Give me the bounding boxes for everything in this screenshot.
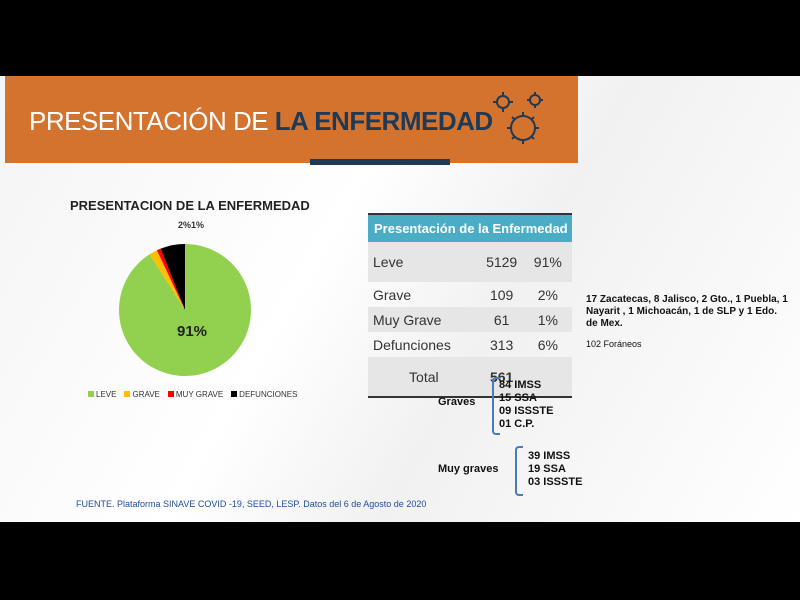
title-underline xyxy=(310,159,450,165)
muy-graves-item: 39 IMSS xyxy=(528,450,571,462)
graves-item: 01 C.P. xyxy=(499,418,535,430)
legend-swatch xyxy=(231,391,238,397)
title-banner: PRESENTACIÓN DE LA ENFERMEDAD xyxy=(5,76,578,165)
virus-icon xyxy=(493,92,543,144)
row-label: Grave xyxy=(373,286,412,303)
legend-label: GRAVE xyxy=(132,390,160,399)
graves-item: 15 SSA xyxy=(499,392,537,404)
legend-item: LEVE xyxy=(88,390,116,399)
row-pct xyxy=(523,357,572,398)
pie-main-label: 91% xyxy=(177,323,207,340)
legend-label: MUY GRAVE xyxy=(175,390,224,399)
row-label: Total xyxy=(368,357,480,398)
graves-brace xyxy=(492,377,500,435)
pie-slice-muy-grave xyxy=(156,248,185,310)
row-pct: 2% xyxy=(537,286,558,303)
row-num: 5129 xyxy=(479,242,524,282)
row-pct: 1% xyxy=(523,307,572,332)
graves-item: 09 ISSSTE xyxy=(499,405,554,417)
row-pct: 91% xyxy=(523,242,572,282)
foraneos-note: 102 Foráneos xyxy=(586,339,642,349)
row-num: 109 xyxy=(489,286,514,303)
legend-label: DEFUNCIONES xyxy=(239,390,298,399)
muy-graves-label: Muy graves xyxy=(438,463,499,475)
legend-swatch xyxy=(88,391,94,397)
chart-legend: LEVE GRAVE MUY GRAVE DEFUNCIONES xyxy=(88,390,297,399)
title-light: PRESENTACIÓN DE xyxy=(29,106,269,136)
source-footer: FUENTE. Plataforma SINAVE COVID -19, SEE… xyxy=(76,499,427,509)
row-label: Muy Grave xyxy=(368,307,480,332)
muy-graves-list: 39 IMSS 19 SSA 03 ISSSTE xyxy=(528,450,582,489)
legend-item: DEFUNCIONES xyxy=(231,390,297,399)
row-num: 61 xyxy=(479,307,524,332)
pie-slice-defunciones xyxy=(160,244,185,310)
row-label: Defunciones xyxy=(373,336,451,353)
graves-list: 84 IMSS 15 SSA 09 ISSSTE 01 C.P. xyxy=(499,379,553,431)
states-note: 17 Zacatecas, 8 Jalisco, 2 Gto., 1 Puebl… xyxy=(586,294,788,329)
summary-table: Presentación de la Enfermedad Leve 5129 91… xyxy=(368,213,572,398)
graves-item: 84 IMSS xyxy=(499,379,542,391)
legend-item: MUY GRAVE xyxy=(167,390,224,399)
legend-item: GRAVE xyxy=(124,390,160,399)
row-label: Leve xyxy=(368,242,480,282)
slide-title: PRESENTACIÓN DE LA ENFERMEDAD xyxy=(29,106,493,137)
slide: PRESENTACIÓN DE LA ENFERMEDAD PRESENTACI… xyxy=(0,76,800,522)
legend-swatch xyxy=(167,391,174,397)
pie-chart: 91% xyxy=(119,244,251,376)
legend-swatch xyxy=(124,391,131,397)
muy-graves-brace xyxy=(515,446,523,496)
row-pct: 6% xyxy=(537,336,558,353)
row-num: 313 xyxy=(489,336,514,353)
title-bold: LA ENFERMEDAD xyxy=(274,106,493,136)
chart-title: PRESENTACION DE LA ENFERMEDAD xyxy=(70,198,310,213)
table-header: Presentación de la Enfermedad xyxy=(368,213,572,242)
muy-graves-item: 03 ISSSTE xyxy=(528,476,583,488)
small-slices-label: 2%1% xyxy=(178,220,205,230)
pie-slice-grave xyxy=(149,250,185,310)
graves-label: Graves xyxy=(438,396,476,408)
legend-label: LEVE xyxy=(96,390,117,399)
muy-graves-item: 19 SSA xyxy=(528,463,566,475)
